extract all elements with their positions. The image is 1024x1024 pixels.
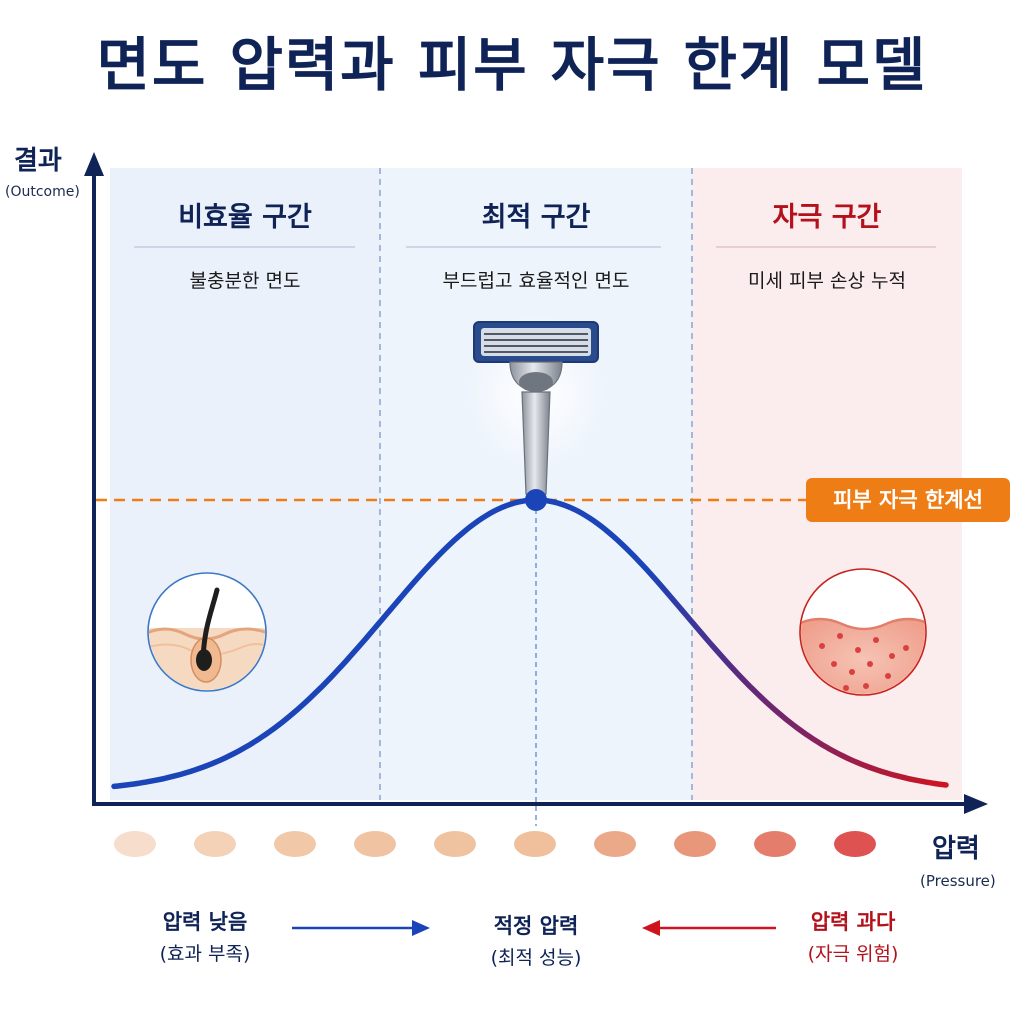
peak-point xyxy=(525,489,547,511)
label-optimal-pressure-main: 적정 압력 xyxy=(493,914,579,938)
pressure-dots xyxy=(114,831,876,857)
pressure-dot xyxy=(354,831,396,857)
arrow-high-to-optimal xyxy=(642,920,776,936)
pressure-dot xyxy=(754,831,796,857)
rash-spot xyxy=(889,653,895,659)
label-low-pressure: 압력 낮음 (효과 부족) xyxy=(130,906,280,970)
pressure-dot xyxy=(434,831,476,857)
zone-title-inefficient: 비효율 구간 xyxy=(178,202,312,233)
pressure-dot xyxy=(674,831,716,857)
arrow-low-to-optimal xyxy=(292,920,430,936)
x-axis-sublabel: (Pressure) xyxy=(920,872,996,890)
pressure-dot xyxy=(514,831,556,857)
rash-spot xyxy=(819,643,825,649)
rash-spot xyxy=(831,661,837,667)
rash-spot xyxy=(843,685,849,691)
label-low-pressure-main: 압력 낮음 xyxy=(162,910,248,934)
zone-desc-irritation: 미세 피부 손상 누적 xyxy=(748,270,906,292)
pressure-dot xyxy=(114,831,156,857)
rash-dots xyxy=(819,633,909,691)
label-excess-pressure: 압력 과다 (자극 위험) xyxy=(778,906,928,970)
razor-icon xyxy=(466,312,606,495)
rash-spot xyxy=(867,661,873,667)
y-axis-arrow xyxy=(84,152,104,176)
y-axis-label: 결과 xyxy=(14,146,62,176)
rash-spot xyxy=(837,633,843,639)
zone-bg-inefficient xyxy=(110,168,380,800)
label-optimal-pressure: 적정 압력 (최적 성능) xyxy=(456,910,616,974)
rash-spot xyxy=(855,647,861,653)
pressure-dot xyxy=(834,831,876,857)
label-low-pressure-sub: (효과 부족) xyxy=(159,943,251,965)
threshold-badge: 피부 자극 한계선 xyxy=(806,478,1010,522)
x-axis-label: 압력 xyxy=(932,834,980,864)
zone-title-optimal: 최적 구간 xyxy=(481,202,591,233)
rash-spot xyxy=(903,645,909,651)
label-excess-pressure-sub: (자극 위험) xyxy=(807,943,899,965)
irritated-skin-icon xyxy=(799,568,927,696)
label-excess-pressure-main: 압력 과다 xyxy=(810,910,896,934)
y-axis-sublabel: (Outcome) xyxy=(5,184,80,200)
rash-spot xyxy=(863,683,869,689)
label-optimal-pressure-sub: (최적 성능) xyxy=(490,947,582,969)
zone-desc-inefficient: 불충분한 면도 xyxy=(189,270,301,292)
x-axis-arrow xyxy=(964,794,988,814)
page-title: 면도 압력과 피부 자극 한계 모델 xyxy=(96,31,928,99)
rash-spot xyxy=(873,637,879,643)
zone-title-irritation: 자극 구간 xyxy=(772,202,882,233)
rash-spot xyxy=(849,669,855,675)
pressure-dot xyxy=(274,831,316,857)
pressure-dot xyxy=(194,831,236,857)
pressure-dot xyxy=(594,831,636,857)
zone-desc-optimal: 부드럽고 효율적인 면도 xyxy=(442,270,630,292)
rash-spot xyxy=(885,673,891,679)
